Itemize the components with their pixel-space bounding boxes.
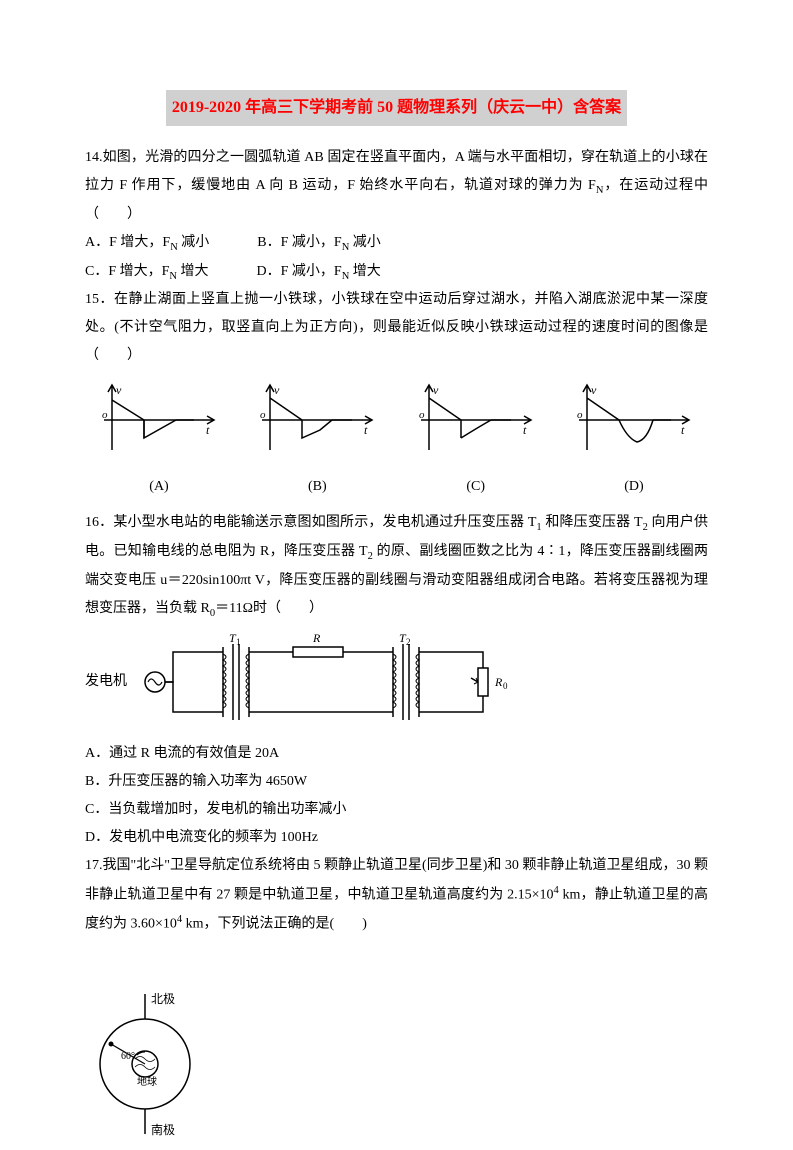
q15-label-c: (C) [406, 473, 546, 501]
q14-opt-c: C．F 增大，FN 增大 [85, 258, 209, 287]
q14-opt-b-text: B．F 减小，F [257, 235, 341, 250]
q14-opt-a-text: A．F 增大，F [85, 235, 170, 250]
q14-opt-d-end: 增大 [349, 264, 381, 279]
q16-opt-b: B．升压变压器的输入功率为 4650W [85, 768, 708, 796]
q15-graphs: v o t (A) v o t (B) v o t [85, 380, 708, 501]
svg-text:o: o [260, 409, 266, 421]
page-title: 2019-2020 年高三下学期考前 50 题物理系列（庆云一中）含答案 [166, 90, 627, 126]
q17-num: 17. [85, 858, 103, 873]
q14-opt-d-text: D．F 减小，F [257, 264, 342, 279]
svg-text:2: 2 [406, 637, 411, 647]
svg-text:R: R [312, 632, 321, 645]
svg-text:R: R [494, 675, 503, 689]
q15-graph-c: v o t (C) [406, 380, 546, 501]
svg-text:o: o [419, 409, 425, 421]
svg-text:o: o [577, 409, 583, 421]
axis-o: o [102, 409, 108, 421]
svg-text:t: t [523, 423, 527, 437]
q16-body: 16．某小型水电站的电能输送示意图如图所示，发电机通过升压变压器 T1 和降压变… [85, 509, 708, 623]
svg-text:v: v [591, 383, 597, 397]
q14-options-row1: A．F 增大，FN 减小 B．F 减小，FN 减小 [85, 229, 708, 258]
angle-label: 60° [121, 1051, 135, 1062]
q16-opt-a: A．通过 R 电流的有效值是 20A [85, 740, 708, 768]
q16-t2: 和降压变压器 T [542, 515, 643, 530]
q14-opt-a-end: 减小 [178, 235, 210, 250]
q15-text: 在静止湖面上竖直上抛一小铁球，小铁球在空中运动后穿过湖水，并陷入湖底淤泥中某一深… [85, 292, 708, 363]
svg-text:v: v [433, 383, 439, 397]
q16-t1: 某小型水电站的电能输送示意图如图所示，发电机通过升压变压器 T [113, 515, 536, 530]
q15-graph-b: v o t (B) [247, 380, 387, 501]
q14-opt-a: A．F 增大，FN 减小 [85, 229, 209, 258]
q15-label-b: (B) [247, 473, 387, 501]
q14-opt-b-end: 减小 [349, 235, 381, 250]
south-label: 南极 [151, 1122, 175, 1137]
q16-circuit: 发电机 T 1 R T 2 [85, 632, 708, 732]
q16-num: 16． [85, 515, 113, 530]
q17-t3: km，下列说法正确的是( ) [182, 917, 367, 932]
q14-num: 14. [85, 150, 103, 165]
circuit-gen-label: 发电机 [85, 668, 127, 696]
q15-graph-a: v o t (A) [89, 380, 229, 501]
q14-opt-a-sub: N [170, 242, 178, 253]
q15-label-d: (D) [564, 473, 704, 501]
q15-label-a: (A) [89, 473, 229, 501]
axis-v: v [116, 383, 122, 397]
q15-body: 15．在静止湖面上竖直上抛一小铁球，小铁球在空中运动后穿过湖水，并陷入湖底淤泥中… [85, 286, 708, 370]
q15-num: 15． [85, 292, 114, 307]
q14-opt-c-sub: N [169, 270, 177, 281]
q16-opt-c: C．当负载增加时，发电机的输出功率减小 [85, 796, 708, 824]
q17-body: 17.我国"北斗"卫星导航定位系统将由 5 颗静止轨道卫星(同步卫星)和 30 … [85, 852, 708, 939]
svg-text:0: 0 [503, 681, 508, 691]
q15-graph-d: v o t (D) [564, 380, 704, 501]
q14-opt-d: D．F 减小，FN 增大 [257, 258, 381, 287]
svg-text:t: t [364, 423, 368, 437]
axis-t: t [206, 423, 210, 437]
q16-opt-d: D．发电机中电流变化的频率为 100Hz [85, 824, 708, 852]
earth-label: 地球 [137, 1075, 157, 1088]
q14-body: 14.如图，光滑的四分之一圆弧轨道 AB 固定在竖直平面内，A 端与水平面相切，… [85, 144, 708, 229]
q14-options-row2: C．F 增大，FN 增大 D．F 减小，FN 增大 [85, 258, 708, 287]
svg-text:1: 1 [236, 637, 241, 647]
q14-opt-c-end: 增大 [177, 264, 209, 279]
q14-opt-c-text: C．F 增大，F [85, 264, 169, 279]
north-label: 北极 [151, 992, 175, 1006]
q16-t5: ＝11Ω时（ ） [215, 601, 323, 616]
svg-text:t: t [681, 423, 685, 437]
q17-earth-diagram: 北极 南极 地球 60° [85, 989, 708, 1150]
q14-opt-b: B．F 减小，FN 减小 [257, 229, 381, 258]
svg-text:v: v [274, 383, 280, 397]
